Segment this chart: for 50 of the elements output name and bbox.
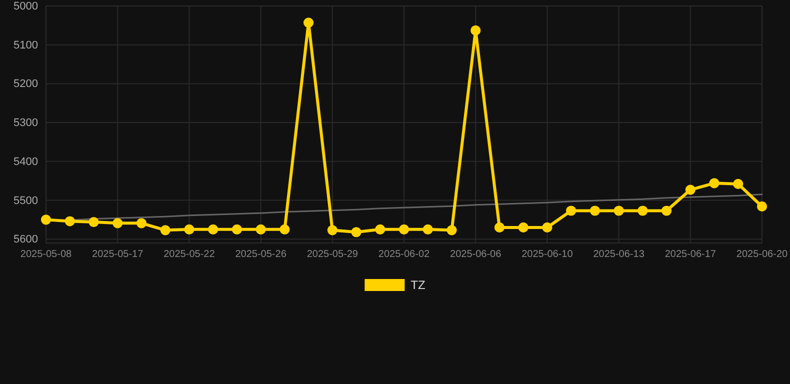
legend-label: TZ — [410, 278, 426, 292]
point — [542, 222, 552, 232]
point — [208, 224, 218, 234]
point — [661, 206, 672, 216]
point — [494, 222, 505, 232]
x-tick-label: 2025-05-17 — [92, 249, 144, 260]
point — [709, 178, 720, 188]
x-tick-label: 2025-06-13 — [593, 249, 645, 260]
point — [638, 206, 648, 216]
x-tick-label: 2025-05-08 — [20, 249, 72, 260]
y-tick-label: 5000 — [14, 0, 38, 13]
point — [88, 216, 99, 228]
point — [470, 25, 481, 36]
point — [40, 214, 52, 225]
y-tick-label: 5500 — [14, 194, 38, 207]
y-tick-label: 5400 — [14, 156, 38, 168]
x-tick-label: 2025-06-20 — [736, 249, 788, 260]
x-tick-label: 2025-05-22 — [164, 249, 216, 260]
point — [398, 224, 410, 234]
point — [375, 224, 386, 234]
y-tick-label: 5200 — [14, 78, 38, 90]
point — [232, 224, 242, 234]
point — [685, 184, 696, 195]
point — [518, 222, 528, 232]
point — [566, 206, 576, 216]
point — [590, 206, 600, 216]
x-tick-label: 2025-05-26 — [235, 249, 287, 260]
point — [733, 178, 744, 189]
y-tick-label: 5100 — [14, 39, 38, 52]
point — [184, 224, 194, 234]
point — [422, 224, 433, 234]
point — [136, 218, 147, 228]
x-tick-label: 2025-06-10 — [522, 249, 574, 260]
point — [327, 225, 338, 236]
point — [351, 227, 362, 238]
point — [280, 224, 290, 234]
x-tick-label: 2025-06-17 — [664, 249, 716, 260]
point — [446, 225, 457, 236]
x-tick-label: 2025-05-29 — [306, 249, 358, 260]
y-tick-label: 5600 — [14, 234, 38, 246]
point — [756, 201, 768, 212]
y-tick-label: 5300 — [14, 117, 38, 130]
point — [112, 218, 123, 228]
point — [256, 224, 266, 234]
point — [614, 206, 624, 216]
x-tick-label: 2025-06-02 — [378, 249, 430, 260]
point — [64, 216, 75, 226]
x-tick-label: 2025-06-06 — [450, 249, 502, 260]
point — [160, 225, 170, 236]
point — [303, 18, 314, 28]
